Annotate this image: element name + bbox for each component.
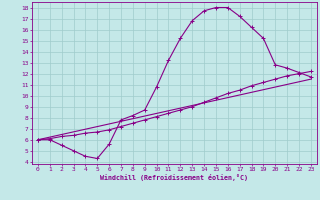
X-axis label: Windchill (Refroidissement éolien,°C): Windchill (Refroidissement éolien,°C) <box>100 174 248 181</box>
